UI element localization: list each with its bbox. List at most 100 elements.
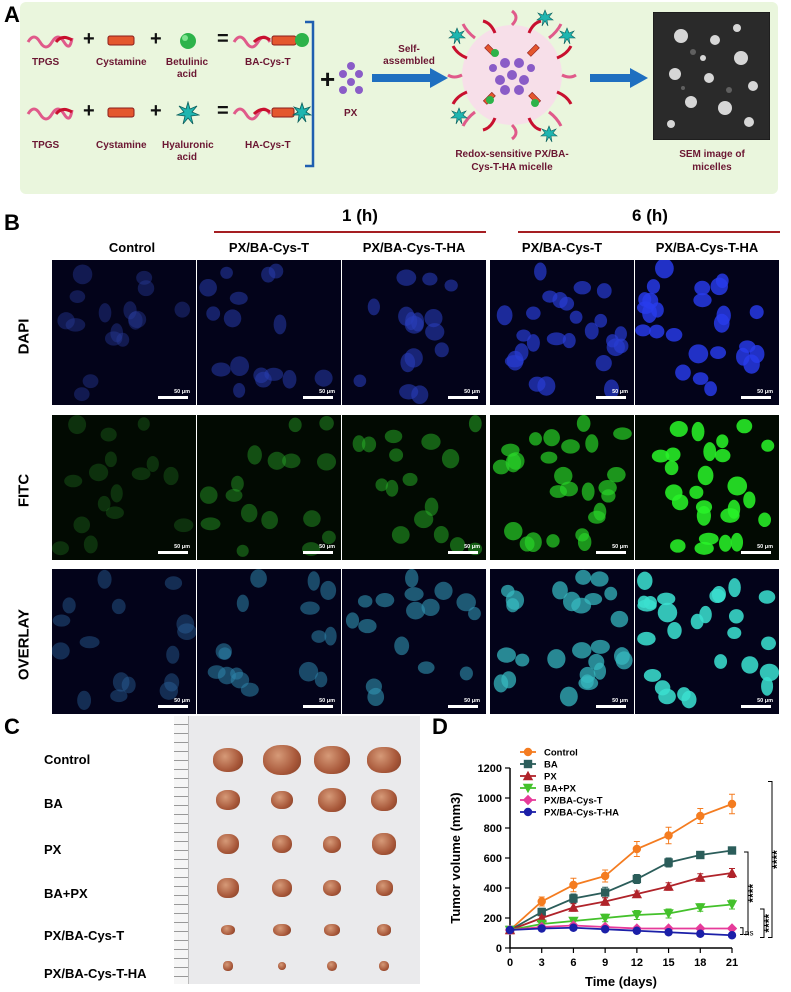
column-header-6h-ba-cys-t-ha: PX/BA-Cys-T-HA <box>655 240 759 255</box>
scale-bar-label: 50 μm <box>757 389 773 395</box>
micrograph-dapi-col1: 50 μm <box>52 260 196 405</box>
tumor-sample <box>376 924 392 936</box>
legend-label: Control <box>544 748 578 759</box>
micrograph-overlay-col1: 50 μm <box>52 569 196 714</box>
micrograph-fitc-col5: 50 μm <box>635 415 779 560</box>
tumor-sample <box>215 789 241 811</box>
scale-bar <box>158 705 188 708</box>
scale-bar-label: 50 μm <box>319 389 335 395</box>
data-point <box>726 867 738 878</box>
tpgs-label-row2: TPGS <box>32 140 60 151</box>
ns-label: ns <box>745 928 753 937</box>
micrograph-overlay-col4: 50 μm <box>490 569 634 714</box>
significance-bapx-vs-ha-label: **** <box>762 914 776 933</box>
panel-a-letter: A <box>4 2 20 27</box>
significance-ba-vs-ha-bracket <box>744 851 749 935</box>
data-point <box>569 894 578 903</box>
row-header-fitc: FITC <box>15 473 33 508</box>
data-point <box>599 913 611 924</box>
legend-label: BA <box>544 760 558 771</box>
y-axis-label: Tumor volume (mm3) <box>448 792 463 923</box>
series-line <box>509 849 733 931</box>
group-label-px: PX <box>44 842 62 857</box>
group-label-ba-px: BA+PX <box>44 886 88 901</box>
data-point <box>600 888 610 897</box>
scale-bar <box>448 705 478 708</box>
data-point <box>537 897 546 906</box>
group-label-px-ba-cys-t-ha: PX/BA-Cys-T-HA <box>44 966 147 981</box>
scale-bar-label: 50 μm <box>464 698 480 704</box>
scale-bar-label: 50 μm <box>464 544 480 550</box>
data-point <box>600 925 610 934</box>
x-tick-label: 21 <box>726 957 738 969</box>
tumor-sample <box>372 833 396 855</box>
tumor-sample <box>262 744 302 776</box>
series-line <box>509 926 733 937</box>
cystamine-icon <box>107 35 135 46</box>
data-point <box>695 872 706 882</box>
panel-b-letter: B <box>4 210 20 235</box>
scale-bar <box>158 396 188 399</box>
group-1h-label: 1 (h) <box>342 206 378 225</box>
group-label-ba: BA <box>44 796 63 811</box>
tumor-sample <box>326 960 338 972</box>
data-point <box>696 811 705 821</box>
sem-micrograph <box>653 12 770 140</box>
data-point <box>600 871 610 881</box>
data-point <box>695 903 706 913</box>
bracket-icon <box>305 20 315 168</box>
data-point <box>537 924 546 933</box>
micrograph-dapi-col3: 50 μm <box>342 260 486 405</box>
plus-sign: + <box>150 100 162 122</box>
significance-ba-vs-ha-label: **** <box>746 884 760 903</box>
significance-control-vs-ha-label: **** <box>770 850 784 869</box>
data-point <box>523 747 533 757</box>
column-header-control: Control <box>108 240 156 255</box>
equals-sign: = <box>217 100 229 122</box>
data-point <box>523 759 533 769</box>
data-point <box>599 896 611 906</box>
scale-bar <box>303 551 333 554</box>
y-tick-label: 400 <box>484 883 502 895</box>
equals-sign: = <box>217 28 229 50</box>
data-point <box>568 902 579 912</box>
data-point <box>632 926 642 935</box>
y-tick-label: 600 <box>484 853 502 865</box>
data-point <box>569 923 578 932</box>
x-tick-label: 15 <box>662 957 674 969</box>
scale-bar-label: 50 μm <box>464 389 480 395</box>
scale-bar <box>448 551 478 554</box>
ha-cys-t-conjugate-icon <box>232 101 312 124</box>
tumor-sample <box>221 924 235 936</box>
tumor-sample <box>212 748 244 772</box>
data-point <box>664 831 673 840</box>
tumor-sample <box>277 961 287 971</box>
scale-bar <box>596 396 626 399</box>
scale-bar-label: 50 μm <box>319 698 335 704</box>
data-point <box>523 807 533 817</box>
row-header-dapi: DAPI <box>15 318 33 355</box>
x-tick-label: 12 <box>631 957 643 969</box>
scale-bar-label: 50 μm <box>174 389 190 395</box>
column-header-6h-ba-cys-t: PX/BA-Cys-T <box>521 240 603 255</box>
series-line <box>509 872 733 931</box>
data-point <box>569 880 578 890</box>
micrograph-overlay-col2: 50 μm <box>197 569 341 714</box>
tumor-sample <box>272 879 292 897</box>
data-point <box>632 844 642 854</box>
scale-bar <box>303 705 333 708</box>
scale-bar <box>596 705 626 708</box>
scale-bar <box>158 551 188 554</box>
ba-cys-t-label: BA-Cys-T <box>245 57 291 68</box>
scale-bar-label: 50 μm <box>612 544 628 550</box>
data-point <box>522 783 534 794</box>
tumor-sample <box>379 961 389 971</box>
group-6h-label: 6 (h) <box>632 206 668 225</box>
tpgs-chain-icon <box>26 107 74 121</box>
panel-d-letter: D <box>432 714 448 739</box>
data-point <box>696 929 705 938</box>
micelle-label: Redox-sensitive PX/BA-Cys-T-HA micelle <box>455 149 569 173</box>
x-tick-label: 18 <box>694 957 706 969</box>
y-tick-label: 1200 <box>478 763 502 775</box>
micrograph-fitc-col4: 50 μm <box>490 415 634 560</box>
